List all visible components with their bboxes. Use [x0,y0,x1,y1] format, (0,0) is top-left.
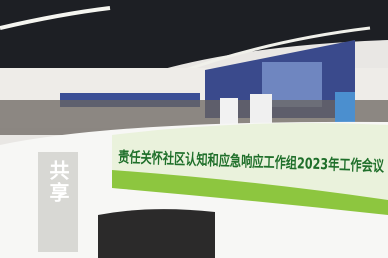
doorway [98,209,215,258]
page: {"banner": {"text": "责任关怀社区认知和应急响应工作组202… [0,0,388,258]
person [335,92,355,127]
sign-text: 共享 [46,160,70,204]
scene: 责任关怀社区认知和应急响应工作组2023年工作会议 共享 [0,0,388,258]
